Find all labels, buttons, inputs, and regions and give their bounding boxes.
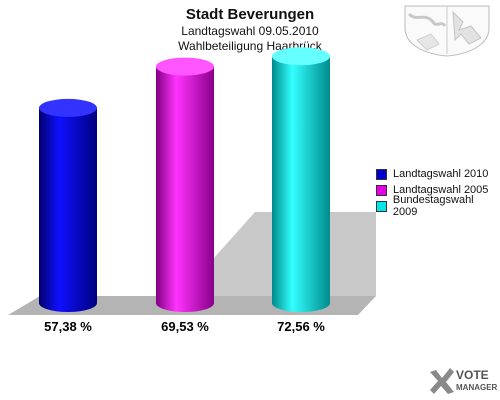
legend-item: Landtagswahl 2005 <box>376 182 500 198</box>
bar-body <box>39 107 97 313</box>
votemanager-logo-line2: MANAGER <box>456 383 498 392</box>
legend-label: Bundestagswahl 2009 <box>392 194 474 218</box>
legend-swatch <box>376 200 387 212</box>
legend-item: Bundestagswahl 2009 <box>376 194 500 218</box>
value-labels-group: 57,38 % 69,53 % 72,56 % <box>44 319 325 334</box>
bar-top <box>156 57 214 76</box>
bar-body <box>272 56 330 312</box>
value-label: 72,56 % <box>277 319 325 334</box>
bars-group <box>39 47 330 313</box>
votemanager-cross-icon <box>430 368 454 394</box>
legend-label: Landtagswahl 2010 <box>393 168 489 180</box>
legend: Landtagswahl 2010 Landtagswahl 2005 Bund… <box>376 166 500 218</box>
bar-top <box>39 98 97 117</box>
votemanager-logo: VOTE MANAGER <box>428 366 500 398</box>
value-label: 69,53 % <box>161 319 209 334</box>
bar <box>39 98 97 313</box>
bar <box>156 57 214 313</box>
bar-body <box>156 66 214 313</box>
coat-of-arms-icon <box>404 5 490 57</box>
votemanager-logo-line1: VOTE <box>456 368 489 382</box>
chart-title: Stadt Beverungen <box>185 6 315 23</box>
value-label: 57,38 % <box>44 319 92 334</box>
legend-label: Landtagswahl 2005 <box>393 184 489 196</box>
legend-swatch <box>376 168 387 180</box>
chart-subtitle: Landtagswahl 09.05.2010 <box>181 24 319 38</box>
bar <box>272 47 330 312</box>
legend-swatch <box>376 184 387 196</box>
legend-item: Landtagswahl 2010 <box>376 166 500 182</box>
bar-top <box>272 47 330 66</box>
